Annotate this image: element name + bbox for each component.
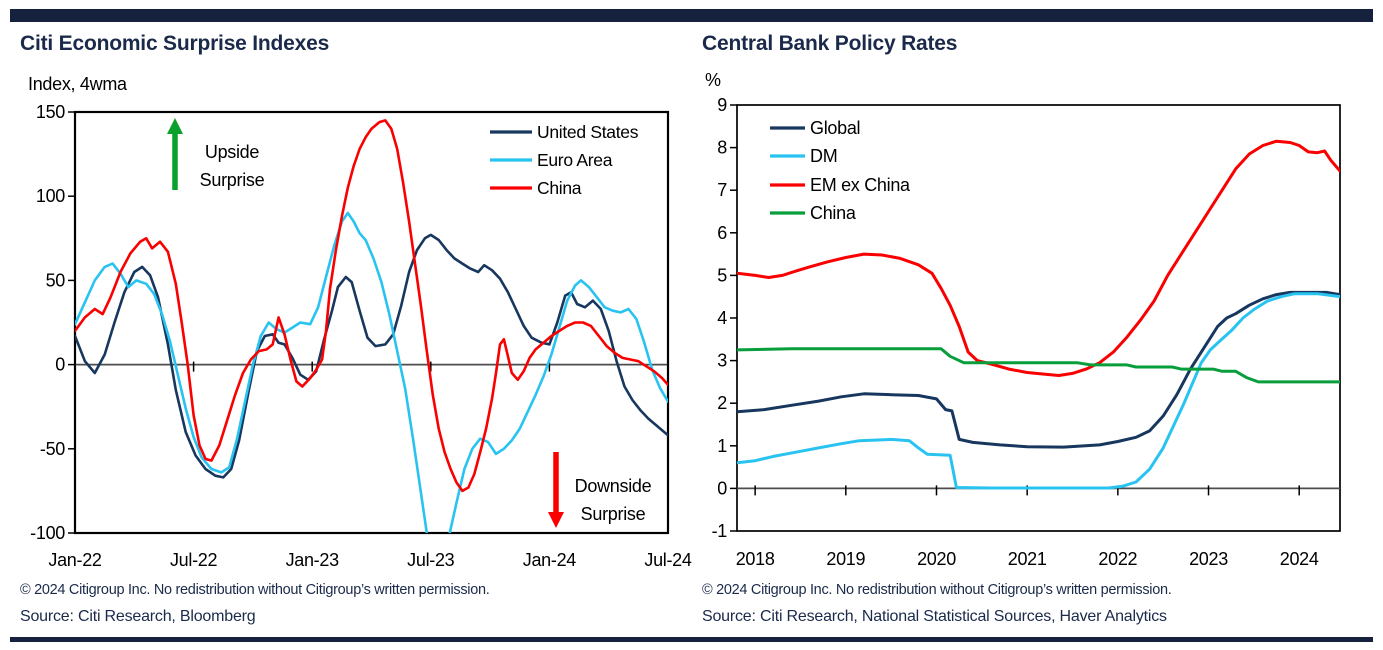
- legend-label-china: China: [537, 178, 582, 198]
- y-tick-label: 2: [717, 393, 727, 413]
- y-tick-label: -50: [40, 439, 65, 459]
- plot-border: [736, 104, 1341, 532]
- annotation-text: Surprise: [200, 170, 265, 190]
- y-tick-label: 5: [717, 265, 727, 285]
- economic-surprise-chart: 150 100 50 0 -50 -100 Jan-22 Jul-22 Jan-23 Jul-23…: [30, 102, 692, 570]
- y-tick-label: 3: [717, 351, 727, 371]
- page-title-left: Citi Economic Surprise Indexes: [20, 32, 330, 55]
- annotation-text: Surprise: [581, 504, 646, 524]
- y-axis-unit-label-right: %: [705, 70, 721, 90]
- x-tick-label: Jan-22: [48, 550, 102, 570]
- annotation-text: Upside: [205, 142, 260, 162]
- y-tick-label: 9: [717, 95, 727, 115]
- series-line-dm: [737, 292, 1340, 490]
- y-tick-label: -100: [30, 523, 65, 543]
- series-line-china: [737, 347, 1340, 384]
- page-title-right: Central Bank Policy Rates: [702, 32, 958, 55]
- x-tick-label: Jan-23: [286, 550, 340, 570]
- up-arrowhead-icon: [167, 118, 183, 134]
- y-tick-label: 100: [36, 186, 65, 206]
- y-tick-label: 8: [717, 138, 727, 158]
- series-line-euro-area: [75, 211, 668, 533]
- series-line-em-ex-china: [737, 139, 1340, 377]
- legend-label-dm: DM: [810, 146, 837, 166]
- annotation-text: Downside: [575, 476, 652, 496]
- source-note-right: Source: Citi Research, National Statisti…: [702, 608, 1167, 625]
- bottom-divider-bar: [10, 637, 1373, 642]
- x-tick-label: 2020: [917, 549, 956, 569]
- x-tick-label: 2023: [1189, 549, 1228, 569]
- legend-label-china: China: [810, 203, 857, 223]
- y-tick-label: 1: [717, 436, 727, 456]
- y-tick-label: 6: [717, 223, 727, 243]
- y-tick-label: -1: [712, 521, 728, 541]
- x-tick-label: 2018: [736, 549, 775, 569]
- down-arrowhead-icon: [548, 512, 564, 528]
- series-line-global: [737, 290, 1340, 449]
- series-line-china: [75, 119, 668, 493]
- source-note-left: Source: Citi Research, Bloomberg: [20, 608, 256, 625]
- copyright-note-right: © 2024 Citigroup Inc. No redistribution …: [702, 582, 1172, 598]
- y-tick-label: 50: [46, 270, 66, 290]
- y-axis-unit-label-left: Index, 4wma: [28, 74, 127, 94]
- legend-label-united-states: United States: [537, 122, 639, 142]
- x-tick-label: 2019: [826, 549, 865, 569]
- policy-rates-chart: 9 8 7 6 5 4 3 2 1 0 -1 2018 2019 2020 2021 2022 2023 2024…: [712, 95, 1341, 569]
- legend-label-euro-area: Euro Area: [537, 150, 613, 170]
- x-tick-label: 2024: [1280, 549, 1319, 569]
- y-tick-label: 0: [55, 355, 65, 375]
- x-tick-label: 2021: [1008, 549, 1047, 569]
- top-divider-bar: [10, 9, 1373, 22]
- x-tick-label: Jan-24: [523, 550, 577, 570]
- chart-panel-surprise-indexes: Citi Economic Surprise Indexes Index, 4w…: [20, 32, 701, 637]
- x-tick-label: Jul-23: [407, 550, 455, 570]
- x-tick-label: Jul-24: [644, 550, 692, 570]
- x-tick-label: 2022: [1098, 549, 1137, 569]
- copyright-note-left: © 2024 Citigroup Inc. No redistribution …: [20, 582, 490, 598]
- chart-panel-policy-rates: Central Bank Policy Rates % 9 8 7 6 5 4 3 2 1 0 -1…: [702, 32, 1383, 637]
- legend-label-em-ex-china: EM ex China: [810, 175, 911, 195]
- y-tick-label: 0: [717, 478, 727, 498]
- x-tick-label: Jul-22: [170, 550, 218, 570]
- y-tick-label: 4: [717, 308, 727, 328]
- y-tick-label: 150: [36, 102, 65, 122]
- series-line-united-states: [75, 233, 668, 479]
- y-tick-label: 7: [717, 180, 727, 200]
- legend-label-global: Global: [810, 118, 860, 138]
